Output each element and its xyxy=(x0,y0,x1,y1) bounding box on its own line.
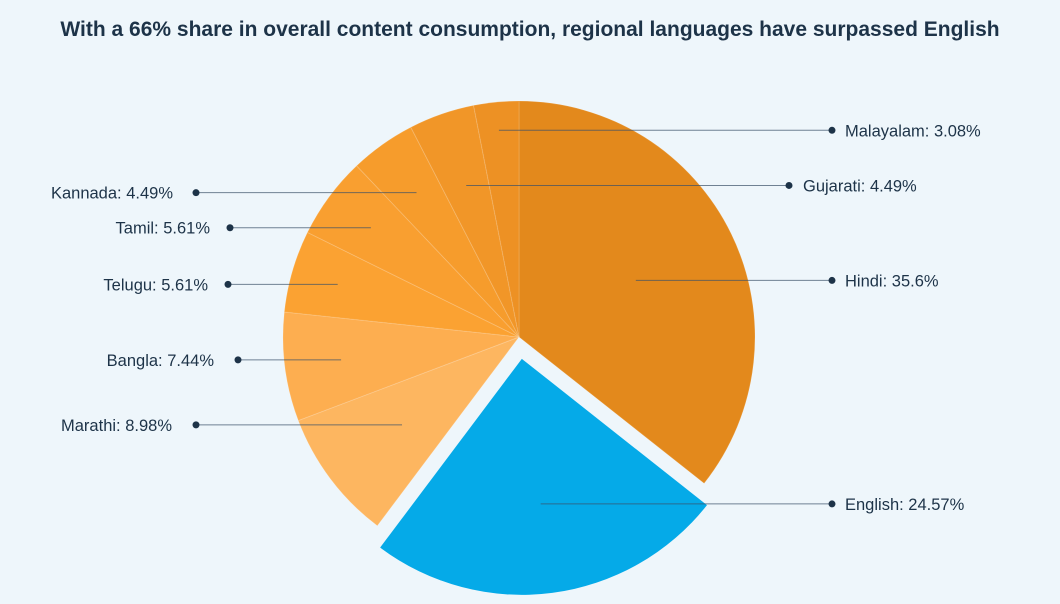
slice-bangla xyxy=(282,311,520,422)
data-label-gujarati: Gujarati: 4.49% xyxy=(803,177,917,195)
slice-malayalam xyxy=(472,100,520,338)
data-label-english: English: 24.57% xyxy=(845,496,965,514)
leader-dot-bangla xyxy=(234,356,242,364)
slice-labels: Hindi: 35.6% English: 24.57% Marathi: 8.98… xyxy=(51,122,981,514)
slice-tamil xyxy=(306,165,520,338)
data-label-bangla: Bangla: 7.44% xyxy=(107,352,215,370)
chart-title: With a 66% share in overall content cons… xyxy=(60,18,1000,41)
leader-lines xyxy=(192,126,836,508)
slice-hindi xyxy=(518,100,756,485)
slice-marathi xyxy=(297,335,521,527)
leader-dot-tamil xyxy=(226,224,234,232)
leader-dot-kannada xyxy=(192,189,200,197)
data-label-tamil: Tamil: 5.61% xyxy=(116,220,211,238)
slice-gujarati xyxy=(410,104,520,338)
data-label-hindi: Hindi: 35.6% xyxy=(845,272,939,290)
leader-dot-malayalam xyxy=(828,126,836,134)
slice-telugu xyxy=(283,231,520,338)
data-label-telugu: Telugu: 5.61% xyxy=(103,276,208,294)
leader-dot-marathi xyxy=(192,421,200,429)
pie-slices xyxy=(282,100,756,595)
data-label-kannada: Kannada: 4.49% xyxy=(51,185,173,203)
data-label-malayalam: Malayalam: 3.08% xyxy=(845,122,981,140)
leader-dot-english xyxy=(828,500,836,508)
leader-dot-gujarati xyxy=(785,181,793,189)
leader-dot-telugu xyxy=(224,280,232,288)
slice-english xyxy=(380,358,707,595)
slice-kannada xyxy=(355,126,520,338)
leader-dot-hindi xyxy=(828,276,836,284)
data-label-marathi: Marathi: 8.98% xyxy=(61,417,172,435)
